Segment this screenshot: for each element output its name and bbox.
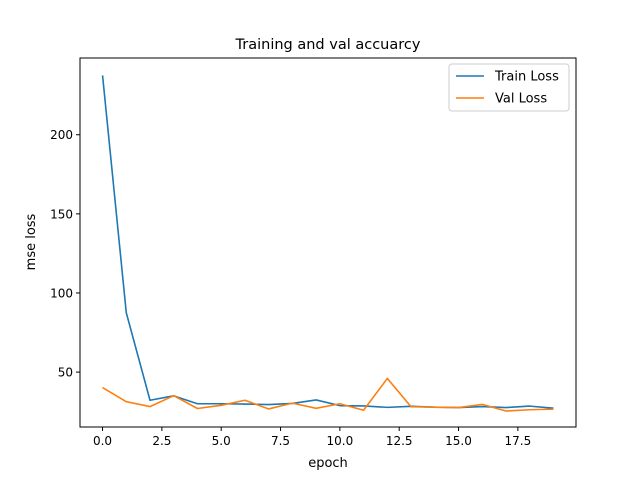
y-axis-label: mse loss bbox=[24, 213, 39, 270]
x-tick-label: 7.5 bbox=[271, 434, 290, 448]
series-line-val-loss bbox=[102, 377, 554, 412]
x-tick-label: 17.5 bbox=[504, 434, 531, 448]
x-axis-ticks: 0.0 2.5 5.0 7.5 10.0 12.5 15.0 17.5 bbox=[93, 427, 531, 448]
x-tick-label: 10.0 bbox=[327, 434, 354, 448]
y-tick-label: 200 bbox=[50, 128, 73, 142]
y-axis-ticks: 50 100 150 200 bbox=[50, 128, 80, 380]
plot-area bbox=[101, 75, 554, 412]
plot-frame bbox=[79, 57, 577, 428]
x-axis-label: epoch bbox=[308, 456, 348, 471]
y-tick-label: 150 bbox=[50, 207, 73, 221]
legend-label-train-loss: Train Loss bbox=[494, 70, 559, 85]
y-tick-label: 50 bbox=[58, 366, 73, 380]
x-tick-label: 12.5 bbox=[386, 434, 413, 448]
x-tick-label: 15.0 bbox=[445, 434, 472, 448]
x-tick-label: 0.0 bbox=[93, 434, 112, 448]
x-tick-label: 5.0 bbox=[212, 434, 231, 448]
legend: Train Loss Val Loss bbox=[448, 63, 570, 112]
x-tick-label: 2.5 bbox=[152, 434, 171, 448]
legend-label-val-loss: Val Loss bbox=[495, 92, 547, 107]
y-tick-label: 100 bbox=[50, 286, 73, 300]
chart-title: Training and val accuarcy bbox=[235, 37, 421, 53]
